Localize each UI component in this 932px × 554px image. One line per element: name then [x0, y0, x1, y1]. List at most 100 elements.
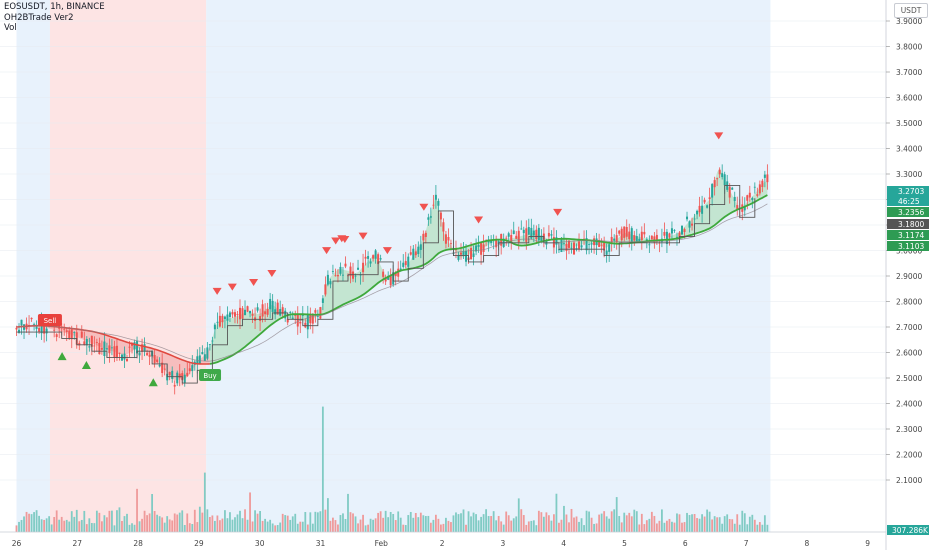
volume-bar	[605, 516, 608, 532]
candle-body	[497, 240, 500, 244]
volume-bar	[103, 515, 106, 532]
candle-body	[623, 226, 626, 238]
candle-body	[251, 313, 254, 316]
candle-body	[284, 310, 287, 319]
sell-signal-label: Sell	[44, 317, 57, 325]
volume-bar	[349, 512, 352, 532]
candle-body	[439, 212, 442, 220]
volume-bar	[18, 521, 20, 532]
indicator-title[interactable]: OH2BTrade Ver2	[4, 12, 74, 23]
x-tick-label: 29	[194, 539, 204, 548]
volume-bar	[490, 516, 493, 532]
candle-body	[191, 365, 194, 372]
candle-body	[279, 308, 282, 316]
volume-bar	[264, 518, 267, 532]
volume-bar	[766, 524, 769, 532]
volume-bar	[434, 514, 437, 532]
candle-body	[123, 353, 126, 360]
volume-bar	[417, 517, 420, 532]
volume-bar	[736, 514, 739, 532]
volume-bar	[271, 523, 274, 532]
candle-body	[650, 235, 653, 240]
volume-badge-text: 307.286K	[892, 526, 929, 535]
volume-bar	[412, 517, 415, 532]
candle-body	[357, 267, 360, 270]
volume-bar	[728, 519, 731, 532]
volume-bar	[394, 520, 397, 532]
candle-body	[344, 263, 347, 267]
volume-bar	[693, 513, 696, 532]
volume-bar	[505, 511, 508, 532]
volume-bar	[364, 525, 367, 532]
candle-body	[686, 216, 689, 220]
volume-bar	[653, 515, 656, 532]
sell-arrow-icon	[553, 208, 563, 216]
volume-bar	[337, 524, 339, 532]
x-tick-label: 8	[805, 539, 810, 548]
candle-body	[379, 258, 382, 260]
candle-body	[331, 271, 334, 272]
candle-body	[281, 307, 284, 314]
volume-bar	[291, 516, 294, 532]
currency-label[interactable]: USDT	[894, 3, 928, 18]
volume-bar	[70, 511, 73, 532]
candle-body	[761, 180, 764, 187]
volume-bar	[743, 513, 746, 532]
x-tick-label: 26	[12, 539, 22, 548]
volume-bar	[324, 509, 327, 532]
candle-body	[33, 323, 36, 325]
volume-bar	[485, 509, 488, 532]
candle-body	[610, 236, 613, 244]
candle-body	[462, 251, 465, 255]
candle-body	[635, 236, 638, 242]
candle-body	[264, 311, 267, 315]
candle-body	[552, 237, 555, 248]
x-tick-label: 6	[683, 539, 688, 548]
background-region-1	[49, 0, 207, 532]
candle-body	[688, 221, 691, 228]
volume-bar	[35, 510, 38, 532]
candle-body	[409, 252, 412, 255]
candle-body	[374, 250, 377, 259]
x-tick-label: 4	[561, 539, 566, 548]
candle-body	[211, 340, 214, 342]
volume-bar	[512, 518, 515, 532]
candle-body	[620, 228, 623, 241]
candle-body	[178, 373, 181, 378]
volume-bar	[545, 512, 548, 532]
volume-bar	[299, 521, 302, 532]
volume-bar	[241, 518, 244, 532]
volume-bar	[216, 515, 219, 532]
volume-bar	[33, 512, 35, 532]
volume-bar	[397, 511, 400, 532]
volume-bar	[234, 517, 236, 532]
candle-body	[557, 249, 560, 251]
candle-body	[429, 216, 432, 218]
volume-bar	[357, 523, 359, 532]
volume-bar	[55, 510, 58, 532]
volume-bar	[595, 523, 598, 532]
symbol-title[interactable]: EOSUSDT, 1h, BINANCE	[4, 2, 105, 12]
candle-body	[198, 355, 201, 364]
candle-body	[334, 275, 337, 277]
volume-bar	[146, 515, 148, 532]
volume-bar	[20, 519, 23, 532]
volume-bar	[553, 514, 555, 532]
volume-bar	[301, 521, 304, 532]
candle-body	[608, 244, 611, 252]
candle-body	[736, 205, 739, 210]
candle-body	[731, 187, 734, 190]
y-tick-label: 3.9000	[896, 17, 922, 26]
candle-body	[223, 316, 226, 320]
candle-body	[510, 234, 513, 243]
volume-bar	[261, 520, 264, 532]
volume-bar	[429, 522, 432, 532]
candle-body	[70, 329, 73, 340]
volume-bar	[306, 524, 309, 532]
volume-title[interactable]: Vol	[4, 23, 17, 33]
y-tick-label: 3.3000	[896, 170, 922, 179]
volume-bar	[319, 511, 322, 532]
candle-body	[618, 230, 621, 234]
